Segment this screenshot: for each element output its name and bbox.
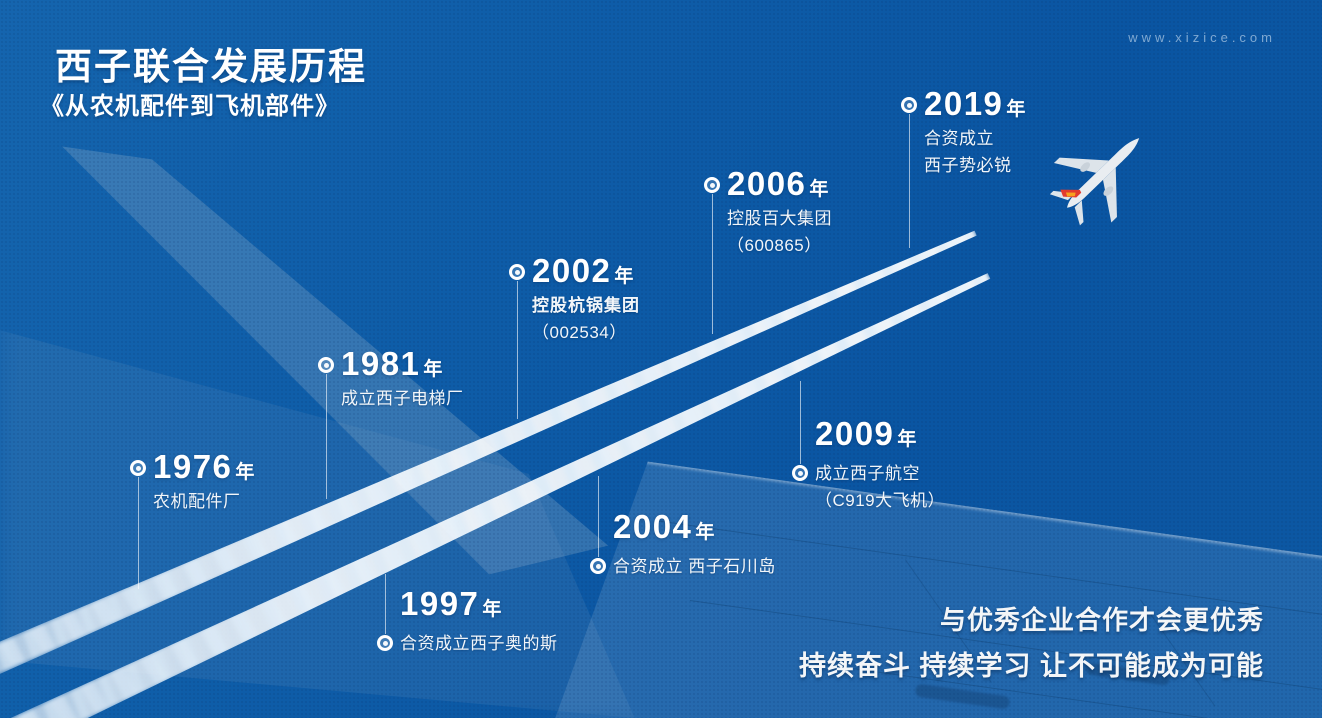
airplane-icon [1049, 138, 1140, 226]
milestone-year: 2004 年 [613, 508, 715, 545]
timeline-dot [901, 97, 917, 113]
milestone-description: 成立西子航空 （C919大飞机） [815, 464, 946, 510]
milestone-description: 农机配件厂 [153, 492, 241, 511]
timeline-dot [318, 357, 334, 373]
milestone-year: 2006 年 [727, 165, 829, 202]
slogan-line-2: 持续奋斗 持续学习 让不可能成为可能 [798, 651, 1264, 681]
milestone-year: 2002 年 [532, 252, 634, 289]
milestone-year: 2009 年 [815, 415, 917, 452]
milestone-description: 合资成立西子奥的斯 [400, 634, 558, 653]
milestone-description: 成立西子电梯厂 [341, 389, 464, 408]
timeline-stem [137, 477, 139, 589]
page-title: 西子联合发展历程 [55, 46, 367, 87]
milestone-description: 合资成立 西子势必锐 [924, 129, 1012, 175]
timeline-dot [377, 635, 393, 651]
footer-slogans: 与优秀企业合作才会更优秀 持续奋斗 持续学习 让不可能成为可能 [664, 600, 1264, 690]
timeline-stem [325, 374, 327, 499]
wing-leading-edge-glint [639, 461, 1322, 560]
timeline-stem [711, 194, 713, 334]
timeline-dot [130, 460, 146, 476]
timeline-stem [799, 381, 801, 464]
milestone-description: 合资成立 西子石川岛 [613, 557, 776, 576]
website-url: www.xizice.com [1128, 30, 1276, 45]
milestone-description: 控股百大集团 （600865） [727, 209, 832, 255]
timeline-stem [516, 281, 518, 419]
timeline-stem [597, 476, 599, 557]
timeline-dot [590, 558, 606, 574]
timeline-dot [792, 465, 808, 481]
milestone-year: 1976 年 [153, 448, 255, 485]
timeline-dot [509, 264, 525, 280]
milestone-year: 1997 年 [400, 585, 502, 622]
timeline-stem [908, 114, 910, 248]
milestone-year: 1981 年 [341, 345, 443, 382]
milestone-year: 2019 年 [924, 85, 1026, 122]
milestone-description: 控股杭锅集团 （002534） [532, 296, 640, 342]
page-subtitle: 《从农机配件到飞机部件》 [40, 93, 340, 120]
timeline-stem [384, 574, 386, 634]
slogan-line-1: 与优秀企业合作才会更优秀 [939, 605, 1264, 635]
timeline-dot [704, 177, 720, 193]
